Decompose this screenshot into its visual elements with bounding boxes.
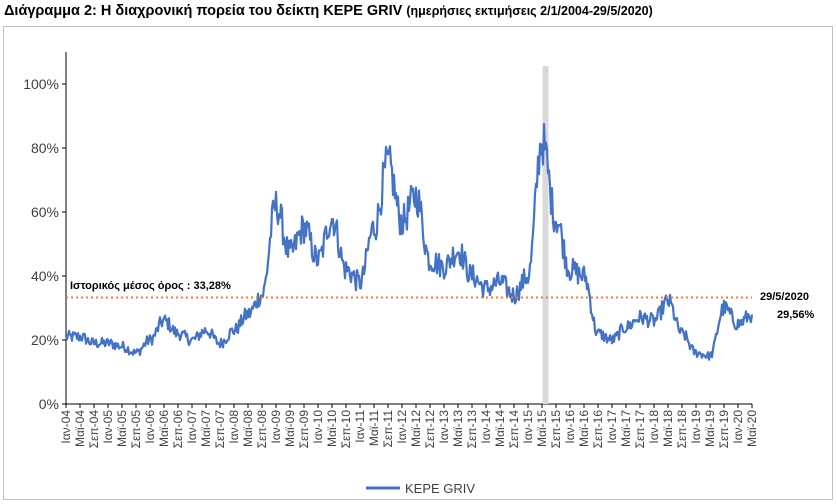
- x-tick-label: Σεπ-09: [297, 410, 311, 449]
- x-tick-label: Σεπ-08: [255, 410, 269, 449]
- x-tick-label: Μαϊ-11: [367, 410, 381, 446]
- x-tick-label: Ιαν-15: [521, 410, 535, 444]
- x-tick-label: Σεπ-10: [339, 410, 353, 449]
- x-tick-label: Σεπ-16: [591, 410, 605, 449]
- series-layer: [64, 122, 754, 361]
- legend: ΚΕΡΕ GRIV: [366, 481, 475, 496]
- highlight-band-layer: [542, 66, 549, 404]
- x-tick-label: Μαϊ-10: [325, 410, 339, 447]
- x-tick-label: Ιαν-16: [563, 410, 577, 444]
- chart-title-main: Διάγραμμα 2: Η διαχρονική πορεία του δεί…: [4, 3, 403, 19]
- x-tick-label: Σεπ-11: [381, 410, 395, 448]
- chart-title: Διάγραμμα 2: Η διαχρονική πορεία του δεί…: [4, 3, 653, 19]
- mean-line-label: Ιστορικός μέσος όρος : 33,28%: [70, 280, 231, 292]
- x-tick-label: Ιαν-12: [395, 410, 409, 444]
- highlight-band: [542, 66, 549, 404]
- x-tick-label: Μαϊ-06: [157, 410, 171, 447]
- x-tick-label: Μαϊ-13: [451, 410, 465, 447]
- x-tick-label: Μαϊ-04: [73, 410, 87, 447]
- x-tick-label: Μαϊ-12: [409, 410, 423, 447]
- x-tick-label: Ιαν-08: [227, 410, 241, 444]
- x-tick-label: Μαϊ-05: [115, 410, 129, 447]
- x-tick-label: Ιαν-14: [479, 410, 493, 444]
- y-tick-label: 100%: [23, 76, 59, 92]
- y-tick-label: 60%: [31, 204, 59, 220]
- y-tick-label: 20%: [31, 332, 59, 348]
- x-tick-label: Σεπ-07: [213, 410, 227, 449]
- annotation-layer: Ιστορικός μέσος όρος : 33,28% 29/5/2020 …: [70, 280, 815, 321]
- x-tick-label: Σεπ-04: [87, 410, 101, 449]
- series-line-kepe-griv: [64, 122, 754, 361]
- x-tick-label: Ιαν-17: [605, 410, 619, 444]
- x-tick-label: Σεπ-17: [633, 410, 647, 449]
- x-tick-label: Ιαν-09: [269, 410, 283, 444]
- x-tick-label: Ιαν-06: [143, 410, 157, 444]
- x-tick-label: Σεπ-15: [549, 410, 563, 449]
- x-tick-label: Σεπ-19: [717, 410, 731, 449]
- x-tick-label: Σεπ-18: [675, 410, 689, 449]
- x-tick-label: Μαϊ-09: [283, 410, 297, 447]
- x-tick-label: Σεπ-06: [171, 410, 185, 449]
- x-tick-label: Σεπ-12: [423, 410, 437, 449]
- y-tick-label: 80%: [31, 140, 59, 156]
- x-tick-label: Ιαν-11: [353, 410, 367, 443]
- x-tick-label: Σεπ-14: [507, 410, 521, 449]
- end-value-label: 29,56%: [777, 309, 815, 321]
- y-axis: 0% 20% 40% 60% 80% 100%: [23, 52, 67, 412]
- x-tick-label: Σεπ-13: [465, 410, 479, 449]
- x-tick-label: Ιαν-07: [185, 410, 199, 444]
- x-tick-label: Μαϊ-07: [199, 410, 213, 447]
- x-tick-label: Μαϊ-19: [703, 410, 717, 447]
- x-tick-label: Ιαν-19: [689, 410, 703, 444]
- x-tick-label: Μαϊ-16: [577, 410, 591, 447]
- y-tick-label: 0%: [39, 396, 59, 412]
- chart-title-sub: (ημερήσιες εκτιμήσεις 2/1/2004-29/5/2020…: [406, 4, 653, 18]
- x-tick-label: Μαϊ-20: [745, 410, 759, 447]
- x-tick-label: Ιαν-18: [647, 410, 661, 444]
- x-tick-label: Μαϊ-18: [661, 410, 675, 447]
- x-tick-label: Ιαν-10: [311, 410, 325, 444]
- x-tick-label: Ιαν-13: [437, 410, 451, 444]
- x-tick-label: Ιαν-20: [731, 410, 745, 444]
- x-tick-label: Ιαν-04: [59, 410, 73, 444]
- x-tick-label: Σεπ-05: [129, 410, 143, 449]
- x-tick-label: Μαϊ-15: [535, 410, 549, 447]
- legend-label: ΚΕΡΕ GRIV: [405, 481, 475, 496]
- x-axis: Ιαν-04 Μαϊ-04 Σεπ-04 Ιαν-05 Μαϊ-05 Σεπ-05 Ιαν-…: [59, 403, 759, 449]
- x-tick-label: Μαϊ-17: [619, 410, 633, 447]
- x-tick-label: Μαϊ-14: [493, 410, 507, 447]
- x-tick-label: Μαϊ-08: [241, 410, 255, 447]
- end-date-label: 29/5/2020: [760, 291, 809, 303]
- chart-frame: [3, 26, 833, 500]
- y-tick-label: 40%: [31, 268, 59, 284]
- x-tick-label: Ιαν-05: [101, 410, 115, 444]
